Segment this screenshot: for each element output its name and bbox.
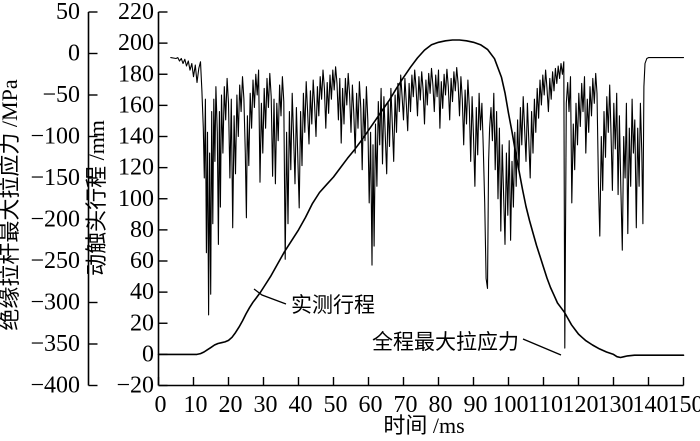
time-tick-label: 100 [493,392,529,418]
travel-axis-title: 动触头行程 /mm [84,120,109,276]
axes-layer: 500−50−100−150−200−250−300−350−400220200… [30,0,700,418]
time-tick-label: 20 [219,392,243,418]
stress-tick-label: −150 [30,165,80,191]
time-tick-label: 30 [254,392,278,418]
time-tick-label: 60 [359,392,383,418]
travel-tick-label: 140 [118,124,154,150]
travel-tick-label: 120 [118,155,154,181]
stress-axis-title: 绝缘拉杆最大拉应力 /MPa [0,79,22,330]
stress-tick-label: 50 [56,0,80,25]
travel-tick-label: 180 [118,61,154,87]
travel-annotation-label: 实测行程 [291,293,375,317]
travel-tick-label: 200 [118,30,154,56]
time-tick-label: 10 [184,392,208,418]
travel-tick-label: 220 [118,0,154,25]
stress-tick-label: −250 [30,248,80,274]
time-tick-label: 110 [528,392,563,418]
stress-curve [170,57,685,349]
travel-annotation-leader-line [253,288,287,305]
stress-tick-label: −200 [30,207,80,233]
travel-tick-label: 80 [130,217,154,243]
stress-annotation-leader-line [522,338,562,356]
time-tick-label: 140 [633,392,669,418]
time-tick-label: 70 [394,392,418,418]
stress-tick-label: −50 [42,82,80,108]
time-tick-label: 130 [598,392,634,418]
time-tick-label: 40 [289,392,313,418]
time-tick-label: 120 [563,392,599,418]
travel-tick-label: 100 [118,186,154,212]
series-layer [157,39,685,359]
travel-tick-label: 40 [130,279,154,305]
travel-tick-label: 60 [130,248,154,274]
travel-tick-label: 20 [130,310,154,336]
travel-curve [157,39,685,359]
stress-tick-label: 0 [68,41,80,67]
time-tick-label: 80 [429,392,453,418]
time-tick-label: 0 [155,392,167,418]
time-tick-label: 150 [668,392,700,418]
travel-tick-label: 0 [142,341,154,367]
travel-tick-label: 160 [118,92,154,118]
time-tick-label: 90 [464,392,488,418]
travel-tick-label: −20 [116,373,154,399]
stress-annotation-label: 全程最大拉应力 [372,330,519,354]
stress-tick-label: −100 [30,124,80,150]
stress-tick-label: −400 [30,373,80,399]
x-axis-title: 时间 /ms [383,413,464,438]
stress-tick-label: −300 [30,290,80,316]
time-tick-label: 50 [324,392,348,418]
stress-tick-label: −350 [30,331,80,357]
